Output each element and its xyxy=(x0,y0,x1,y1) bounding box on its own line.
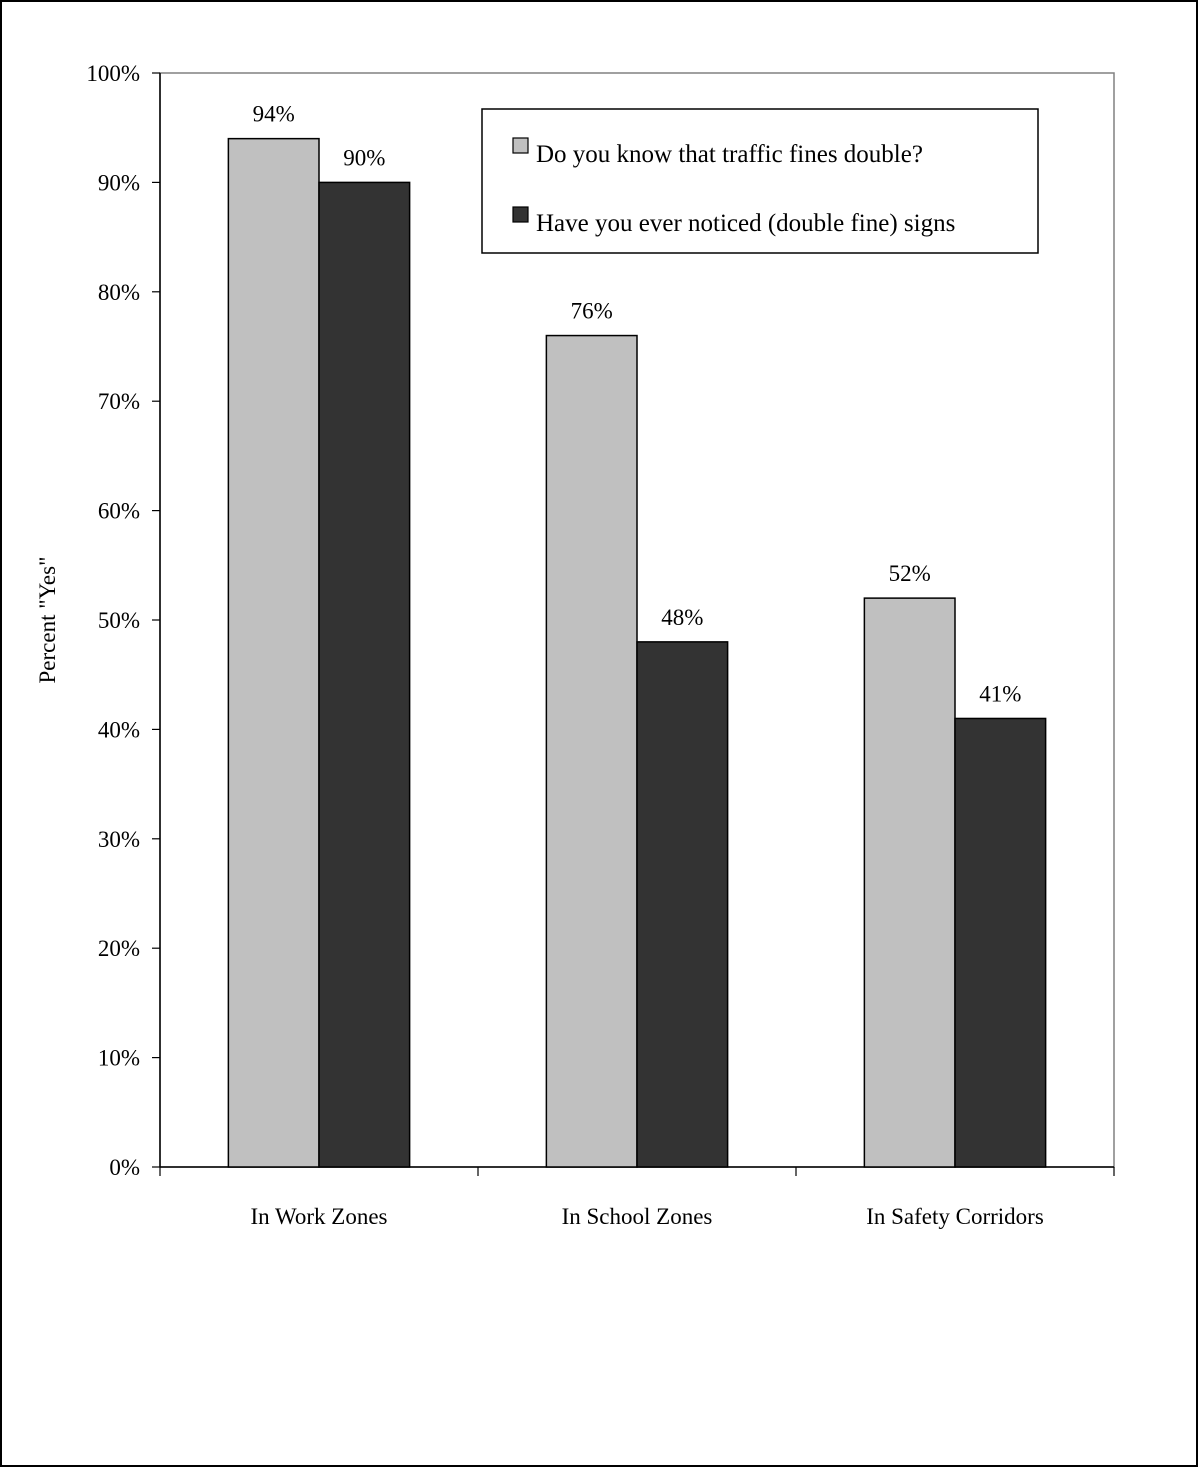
y-tick-label: 90% xyxy=(98,170,140,195)
y-tick-label: 50% xyxy=(98,608,140,633)
legend-label-known: Do you know that traffic fines double? xyxy=(536,141,923,168)
bar-known xyxy=(863,597,956,1168)
bar-known xyxy=(545,334,638,1168)
y-axis-title: Percent "Yes" xyxy=(35,557,60,684)
y-tick-label: 10% xyxy=(98,1046,140,1071)
legend-label-noticed: Have you ever noticed (double fine) sign… xyxy=(536,210,955,237)
bars-layer xyxy=(227,137,1047,1168)
data-label: 52% xyxy=(889,561,931,586)
y-tick-label: 60% xyxy=(98,499,140,524)
legend-swatch-noticed xyxy=(512,206,529,223)
bar-noticed xyxy=(636,641,729,1168)
bar-noticed xyxy=(954,717,1047,1168)
y-tick-label: 80% xyxy=(98,280,140,305)
y-tick-label: 0% xyxy=(109,1155,140,1180)
y-tick-label: 40% xyxy=(98,717,140,742)
legend-swatch-known xyxy=(512,137,529,154)
bar-noticed xyxy=(318,181,411,1168)
labels-layer: In Work Zones 94% 90% In School Zones 76% 48%… xyxy=(251,102,1044,1229)
data-label: 90% xyxy=(343,145,385,170)
x-category-label: In School Zones xyxy=(562,1204,713,1229)
data-label: 48% xyxy=(661,605,703,630)
y-tick-label: 100% xyxy=(86,61,140,86)
x-category-label: In Work Zones xyxy=(251,1204,388,1229)
x-category-label: In Safety Corridors xyxy=(866,1204,1044,1229)
legend: Do you know that traffic fines double? H… xyxy=(481,108,1039,254)
data-label: 76% xyxy=(571,299,613,324)
data-label: 94% xyxy=(253,102,295,127)
y-tick-label: 70% xyxy=(98,389,140,414)
y-tick-label: 20% xyxy=(98,936,140,961)
axes-layer: 0% 10% 20% 30% 40% 50% 60% 70% 80% 90% 100% xyxy=(86,61,1115,1180)
bar-known xyxy=(227,137,320,1168)
legend-box xyxy=(481,108,1039,254)
y-tick-label: 30% xyxy=(98,827,140,852)
data-label: 41% xyxy=(979,681,1021,706)
